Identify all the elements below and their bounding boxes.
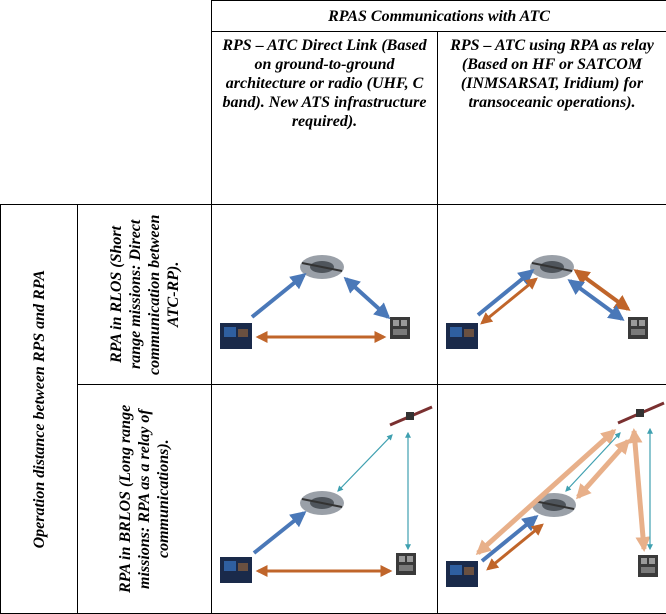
row2-header: RPA in BRLOS (Long range missions: RPA a… bbox=[116, 385, 173, 613]
atc-tower-icon bbox=[628, 317, 648, 339]
col2-header-cell: RPS – ATC using RPA as relay (Based on H… bbox=[437, 31, 666, 205]
col1-header: RPS – ATC Direct Link (Based on ground-t… bbox=[216, 36, 433, 131]
top-header-cell: RPAS Communications with ATC bbox=[211, 0, 666, 32]
link-pilot-satellite-light bbox=[478, 431, 614, 553]
link-pilot-drone-blue bbox=[478, 271, 532, 315]
pilot-station-icon bbox=[446, 323, 478, 349]
pilot-station-icon bbox=[220, 557, 252, 583]
drone-icon bbox=[530, 255, 574, 279]
side-header: Operation distance between RPS and RPA bbox=[30, 270, 49, 548]
side-header-cell: Operation distance between RPS and RPA bbox=[0, 204, 78, 614]
atc-tower-icon bbox=[638, 555, 658, 577]
pilot-station-icon bbox=[446, 561, 478, 587]
satellite-icon bbox=[390, 407, 432, 425]
diagram-rlos-direct-cell bbox=[211, 204, 438, 385]
drone-icon bbox=[300, 491, 344, 515]
row2-header-cell: RPA in BRLOS (Long range missions: RPA a… bbox=[77, 384, 212, 614]
satellite-icon bbox=[618, 403, 664, 423]
top-header: RPAS Communications with ATC bbox=[328, 7, 550, 26]
link-satellite-atc-light bbox=[634, 431, 644, 549]
link-drone-satellite bbox=[338, 435, 392, 491]
diagram-brlos-relay-cell bbox=[437, 384, 666, 614]
atc-tower-icon bbox=[396, 553, 416, 575]
diagram-rlos-direct bbox=[212, 205, 437, 384]
link-pilot-drone bbox=[254, 513, 304, 553]
link-drone-atc bbox=[346, 279, 388, 317]
link-pilot-drone-orange bbox=[482, 279, 536, 323]
atc-tower-icon bbox=[390, 317, 410, 339]
diagram-brlos-direct-cell bbox=[211, 384, 438, 614]
link-drone-satellite-light bbox=[578, 441, 628, 497]
diagram-rlos-relay bbox=[438, 205, 666, 384]
row1-header-cell: RPA in RLOS (Short range missions: Direc… bbox=[77, 204, 212, 385]
col2-header: RPS – ATC using RPA as relay (Based on H… bbox=[442, 36, 662, 112]
drone-icon bbox=[300, 255, 344, 279]
pilot-station-icon bbox=[220, 323, 252, 349]
diagram-rlos-relay-cell bbox=[437, 204, 666, 385]
diagram-brlos-direct bbox=[212, 385, 437, 613]
col1-header-cell: RPS – ATC Direct Link (Based on ground-t… bbox=[211, 31, 438, 205]
row1-header: RPA in RLOS (Short range missions: Direc… bbox=[107, 205, 183, 384]
link-pilot-drone bbox=[252, 275, 304, 317]
diagram-brlos-relay bbox=[438, 385, 666, 613]
